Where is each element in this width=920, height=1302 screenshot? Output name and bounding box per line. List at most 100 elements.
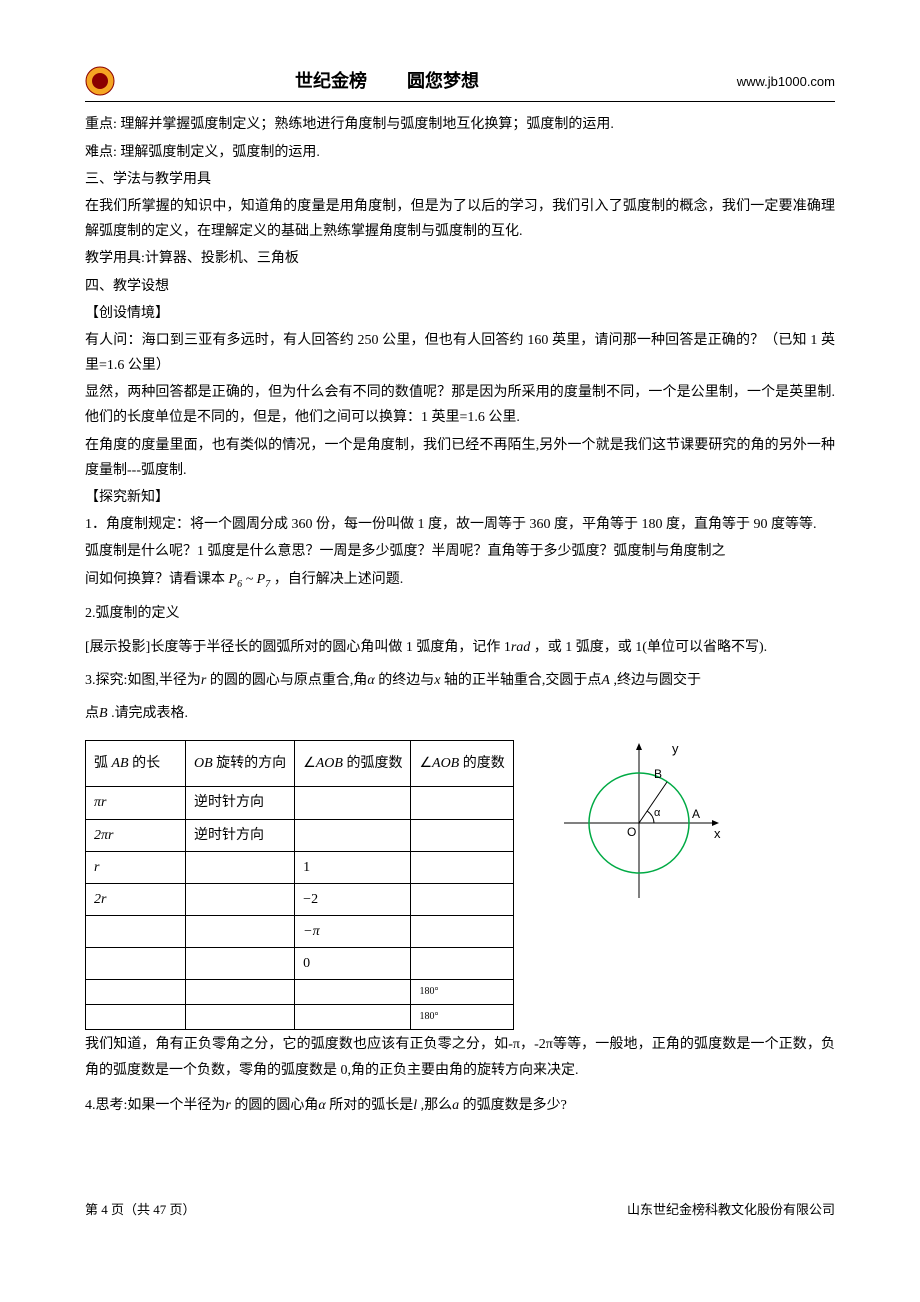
text-span: ,终边与圆交于 <box>610 673 701 688</box>
text-span: .请完成表格. <box>108 706 189 721</box>
section-heading: 四、教学设想 <box>85 274 835 299</box>
table-cell <box>295 1005 411 1030</box>
text-span: ，或 1 弧度，或 1(单位可以省略不写). <box>530 640 767 655</box>
paragraph: 显然，两种回答都是正确的，但为什么会有不同的数值呢？那是因为所采用的度量制不同，… <box>85 380 835 430</box>
table-cell: πr <box>86 787 186 819</box>
text-span: 所对的弧长是 <box>326 1098 414 1113</box>
table-cell: r <box>86 851 186 883</box>
point-label-a: A <box>692 807 700 821</box>
table-cell <box>411 819 513 851</box>
table-cell <box>295 819 411 851</box>
math-var: α <box>367 673 374 688</box>
table-header: OB 旋转的方向 <box>186 741 295 787</box>
table-cell: 逆时针方向 <box>186 819 295 851</box>
table-row: −π <box>86 916 514 948</box>
table-header-row: 弧 AB 的长 OB 旋转的方向 ∠AOB 的弧度数 ∠AOB 的度数 <box>86 741 514 787</box>
axis-label-y: y <box>672 741 679 756</box>
page-header: 世纪金榜 圆您梦想 www.jb1000.com <box>85 65 835 102</box>
paragraph: 教学用具:计算器、投影机、三角板 <box>85 246 835 271</box>
header-url: www.jb1000.com <box>737 70 835 93</box>
table-cell: 180° <box>411 1005 513 1030</box>
table-cell <box>295 980 411 1005</box>
logo-icon <box>85 66 115 96</box>
table-cell <box>411 851 513 883</box>
table-cell <box>86 1005 186 1030</box>
table-cell <box>186 948 295 980</box>
table-cell <box>411 916 513 948</box>
paragraph: 在角度的度量里面，也有类似的情况，一个是角度制，我们已经不再陌生,另外一个就是我… <box>85 433 835 483</box>
table-cell <box>86 980 186 1005</box>
paragraph: 难点: 理解弧度制定义，弧度制的运用. <box>85 140 835 165</box>
page-number: 第 4 页（共 47 页） <box>85 1198 196 1221</box>
math-expr: rad <box>511 640 530 655</box>
table-cell <box>411 948 513 980</box>
axis-label-x: x <box>714 826 721 841</box>
circle-diagram: y x O A B α <box>554 738 724 908</box>
text-span: 的圆的圆心角 <box>231 1098 319 1113</box>
table-cell <box>295 787 411 819</box>
company-name: 山东世纪金榜科教文化股份有限公司 <box>627 1198 835 1221</box>
table-cell: 逆时针方向 <box>186 787 295 819</box>
paragraph: 我们知道，角有正负零角之分，它的弧度数也应该有正负零之分，如-π，-2π等等，一… <box>85 1032 835 1082</box>
arc-table: 弧 AB 的长 OB 旋转的方向 ∠AOB 的弧度数 ∠AOB 的度数 πr逆时… <box>85 740 514 1030</box>
table-row: 0 <box>86 948 514 980</box>
table-cell <box>186 883 295 915</box>
paragraph: 1．角度制规定：将一个圆周分成 360 份，每一份叫做 1 度，故一周等于 36… <box>85 512 835 537</box>
text-span: 的弧度数是多少? <box>459 1098 567 1113</box>
table-cell: −2 <box>295 883 411 915</box>
text-span: ,那么 <box>417 1098 452 1113</box>
table-cell <box>411 787 513 819</box>
math-var: A <box>601 673 610 688</box>
text-span: ，自行解决上述问题. <box>274 572 404 587</box>
table-cell: 0 <box>295 948 411 980</box>
table-cell: 2πr <box>86 819 186 851</box>
table-cell <box>186 851 295 883</box>
header-title-group: 世纪金榜 圆您梦想 <box>295 65 737 97</box>
paragraph: 4.思考:如果一个半径为r 的圆的圆心角α 所对的弧长是l ,那么a 的弧度数是… <box>85 1093 835 1118</box>
section-heading: 三、学法与教学用具 <box>85 167 835 192</box>
table-header: ∠AOB 的弧度数 <box>295 741 411 787</box>
table-header: 弧 AB 的长 <box>86 741 186 787</box>
paragraph: 间如何换算？请看课本 P6 ~ P7 ，自行解决上述问题. <box>85 567 835 594</box>
text-span: 间如何换算？请看课本 <box>85 572 225 587</box>
table-row: 2πr逆时针方向 <box>86 819 514 851</box>
table-cell: 180° <box>411 980 513 1005</box>
table-cell <box>186 1005 295 1030</box>
table-header: ∠AOB 的度数 <box>411 741 513 787</box>
math-expr: P6 ~ P7 <box>229 572 271 587</box>
math-var: B <box>99 706 108 721</box>
table-cell <box>86 916 186 948</box>
table-row: 180° <box>86 980 514 1005</box>
paragraph: [展示投影]长度等于半径长的圆弧所对的圆心角叫做 1 弧度角，记作 1rad ，… <box>85 635 835 660</box>
text-span: [展示投影]长度等于半径长的圆弧所对的圆心角叫做 1 弧度角，记作 1 <box>85 640 511 655</box>
text-span: 的圆的圆心与原点重合,角 <box>206 673 367 688</box>
table-cell: −π <box>295 916 411 948</box>
paragraph: 3.探究:如图,半径为r 的圆的圆心与原点重合,角α 的终边与x 轴的正半轴重合… <box>85 668 835 693</box>
paragraph: 弧度制是什么呢？1 弧度是什么意思？一周是多少弧度？半周呢？直角等于多少弧度？弧… <box>85 539 835 564</box>
header-title-2: 圆您梦想 <box>407 65 479 97</box>
math-var: α <box>318 1098 325 1113</box>
page-footer: 第 4 页（共 47 页） 山东世纪金榜科教文化股份有限公司 <box>85 1198 835 1221</box>
text-span: 轴的正半轴重合,交圆于点 <box>440 673 601 688</box>
subsection-heading: 【探究新知】 <box>85 485 835 510</box>
paragraph: 有人问：海口到三亚有多远时，有人回答约 250 公里，但也有人回答约 160 英… <box>85 328 835 378</box>
text-span: 的终边与 <box>375 673 435 688</box>
table-cell <box>86 948 186 980</box>
paragraph: 在我们所掌握的知识中，知道角的度量是用角度制，但是为了以后的学习，我们引入了弧度… <box>85 194 835 244</box>
paragraph: 重点: 理解并掌握弧度制定义；熟练地进行角度制与弧度制地互化换算；弧度制的运用. <box>85 112 835 137</box>
table-cell: 1 <box>295 851 411 883</box>
table-diagram-container: 弧 AB 的长 OB 旋转的方向 ∠AOB 的弧度数 ∠AOB 的度数 πr逆时… <box>85 728 835 1030</box>
table-cell: 2r <box>86 883 186 915</box>
table-row: 2r −2 <box>86 883 514 915</box>
origin-label: O <box>627 825 636 839</box>
table-row: 180° <box>86 1005 514 1030</box>
text-span: 3.探究:如图,半径为 <box>85 673 201 688</box>
table-row: r1 <box>86 851 514 883</box>
subsection-heading: 【创设情境】 <box>85 301 835 326</box>
document-content: 重点: 理解并掌握弧度制定义；熟练地进行角度制与弧度制地互化换算；弧度制的运用.… <box>85 112 835 1118</box>
table-cell <box>186 916 295 948</box>
table-cell <box>411 883 513 915</box>
angle-label: α <box>654 807 661 819</box>
text-span: 4.思考:如果一个半径为 <box>85 1098 225 1113</box>
point-label-b: B <box>654 767 662 781</box>
